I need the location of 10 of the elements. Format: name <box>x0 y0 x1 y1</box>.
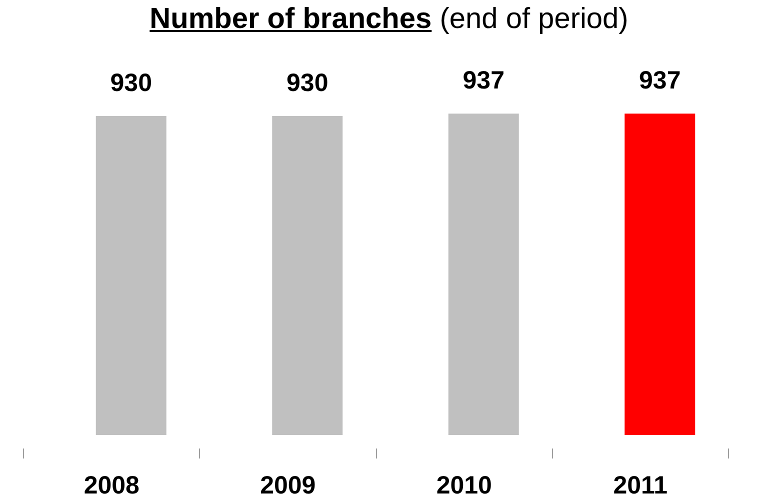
x-tick-label: 2009 <box>260 472 316 500</box>
data-label: 930 <box>110 69 152 98</box>
chart-subtitle: (end of period) <box>440 3 628 35</box>
chart-title: Number of branches <box>150 3 432 35</box>
data-label: 937 <box>462 66 504 95</box>
data-label: 930 <box>286 69 328 98</box>
x-tick-label: 2008 <box>84 472 140 500</box>
data-label: 937 <box>639 66 681 95</box>
x-tick-label: 2010 <box>436 472 492 500</box>
x-tick-label: 2011 <box>613 472 668 500</box>
